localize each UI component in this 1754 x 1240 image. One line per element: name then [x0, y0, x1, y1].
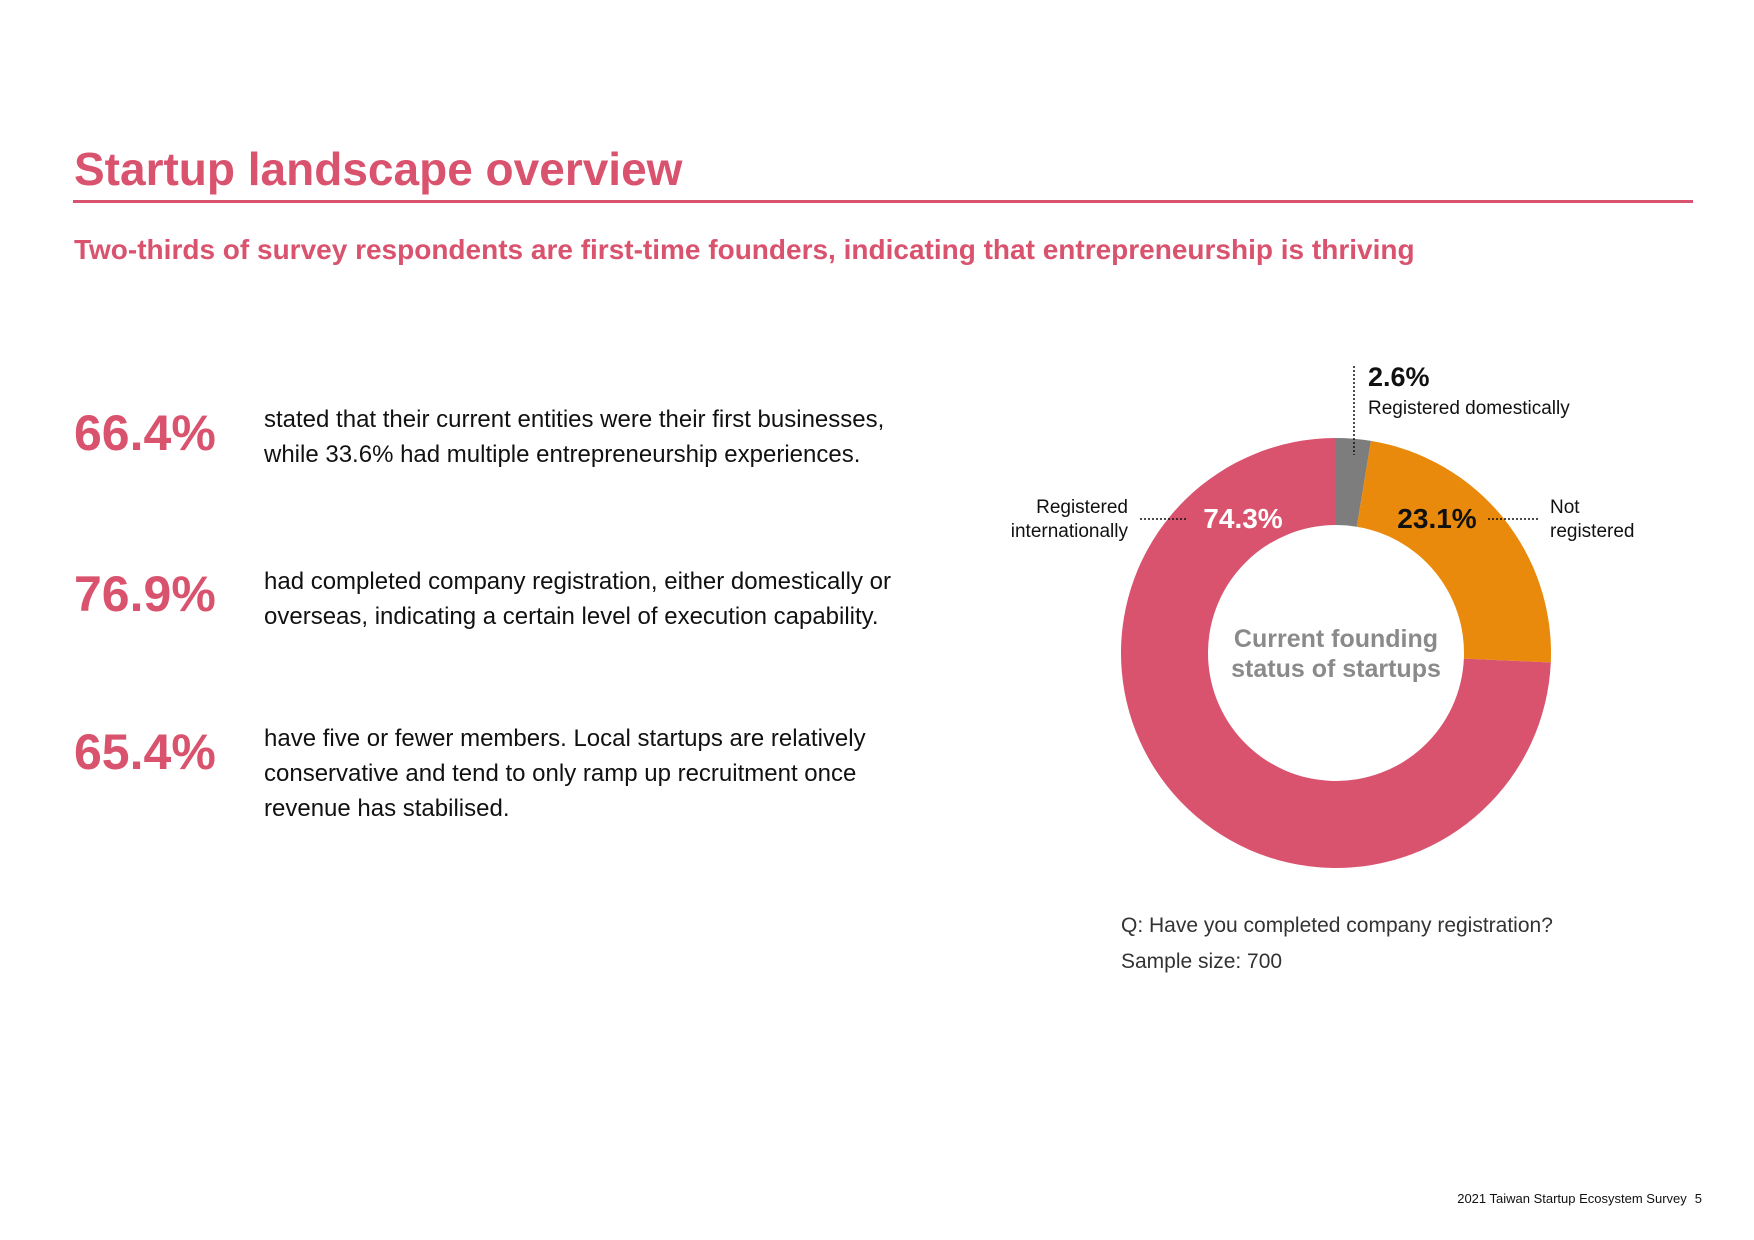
slice-label-registered-domestically: Registered domestically — [1368, 398, 1570, 419]
stat-value-registration: 76.9% — [74, 566, 216, 622]
footer-source: 2021 Taiwan Startup Ecosystem Survey — [1457, 1191, 1687, 1206]
stat-value-team-size: 65.4% — [74, 724, 216, 780]
chart-center-label-line1: Current founding — [1234, 625, 1438, 653]
slice-registered-domestically — [1336, 438, 1371, 527]
slice-label-not-registered-line1: Not — [1550, 497, 1580, 518]
page-title: Startup landscape overview — [74, 143, 683, 195]
chart-center-label-line2: status of startups — [1231, 655, 1441, 683]
slice-registered-internationally — [1120, 438, 1551, 868]
slice-value-registered-internationally: 74.3% — [1203, 503, 1282, 534]
stat-text-first-business: stated that their current entities were … — [264, 406, 885, 468]
slice-value-not-registered: 23.1% — [1397, 503, 1476, 534]
stat-text-registration: had completed company registration, eith… — [264, 568, 891, 630]
chart-question: Q: Have you completed company registrati… — [1121, 914, 1553, 937]
slice-label-registered-internationally-line1: Registered — [1036, 497, 1128, 518]
title-divider — [73, 200, 1693, 203]
slice-label-registered-internationally-line2: internationally — [1011, 521, 1129, 542]
stat-text-team-size: have five or fewer members. Local startu… — [264, 725, 866, 822]
stat-value-first-business: 66.4% — [74, 405, 216, 461]
page-number: 5 — [1694, 1191, 1702, 1206]
page-subtitle: Two-thirds of survey respondents are fir… — [74, 234, 1415, 265]
page-footer: 2021 Taiwan Startup Ecosystem Survey 5 — [1449, 1191, 1702, 1206]
slice-value-registered-domestically: 2.6% — [1368, 362, 1430, 392]
slice-not-registered — [1356, 440, 1552, 663]
slice-label-not-registered-line2: registered — [1550, 521, 1635, 542]
chart-sample-size: Sample size: 700 — [1121, 950, 1283, 973]
